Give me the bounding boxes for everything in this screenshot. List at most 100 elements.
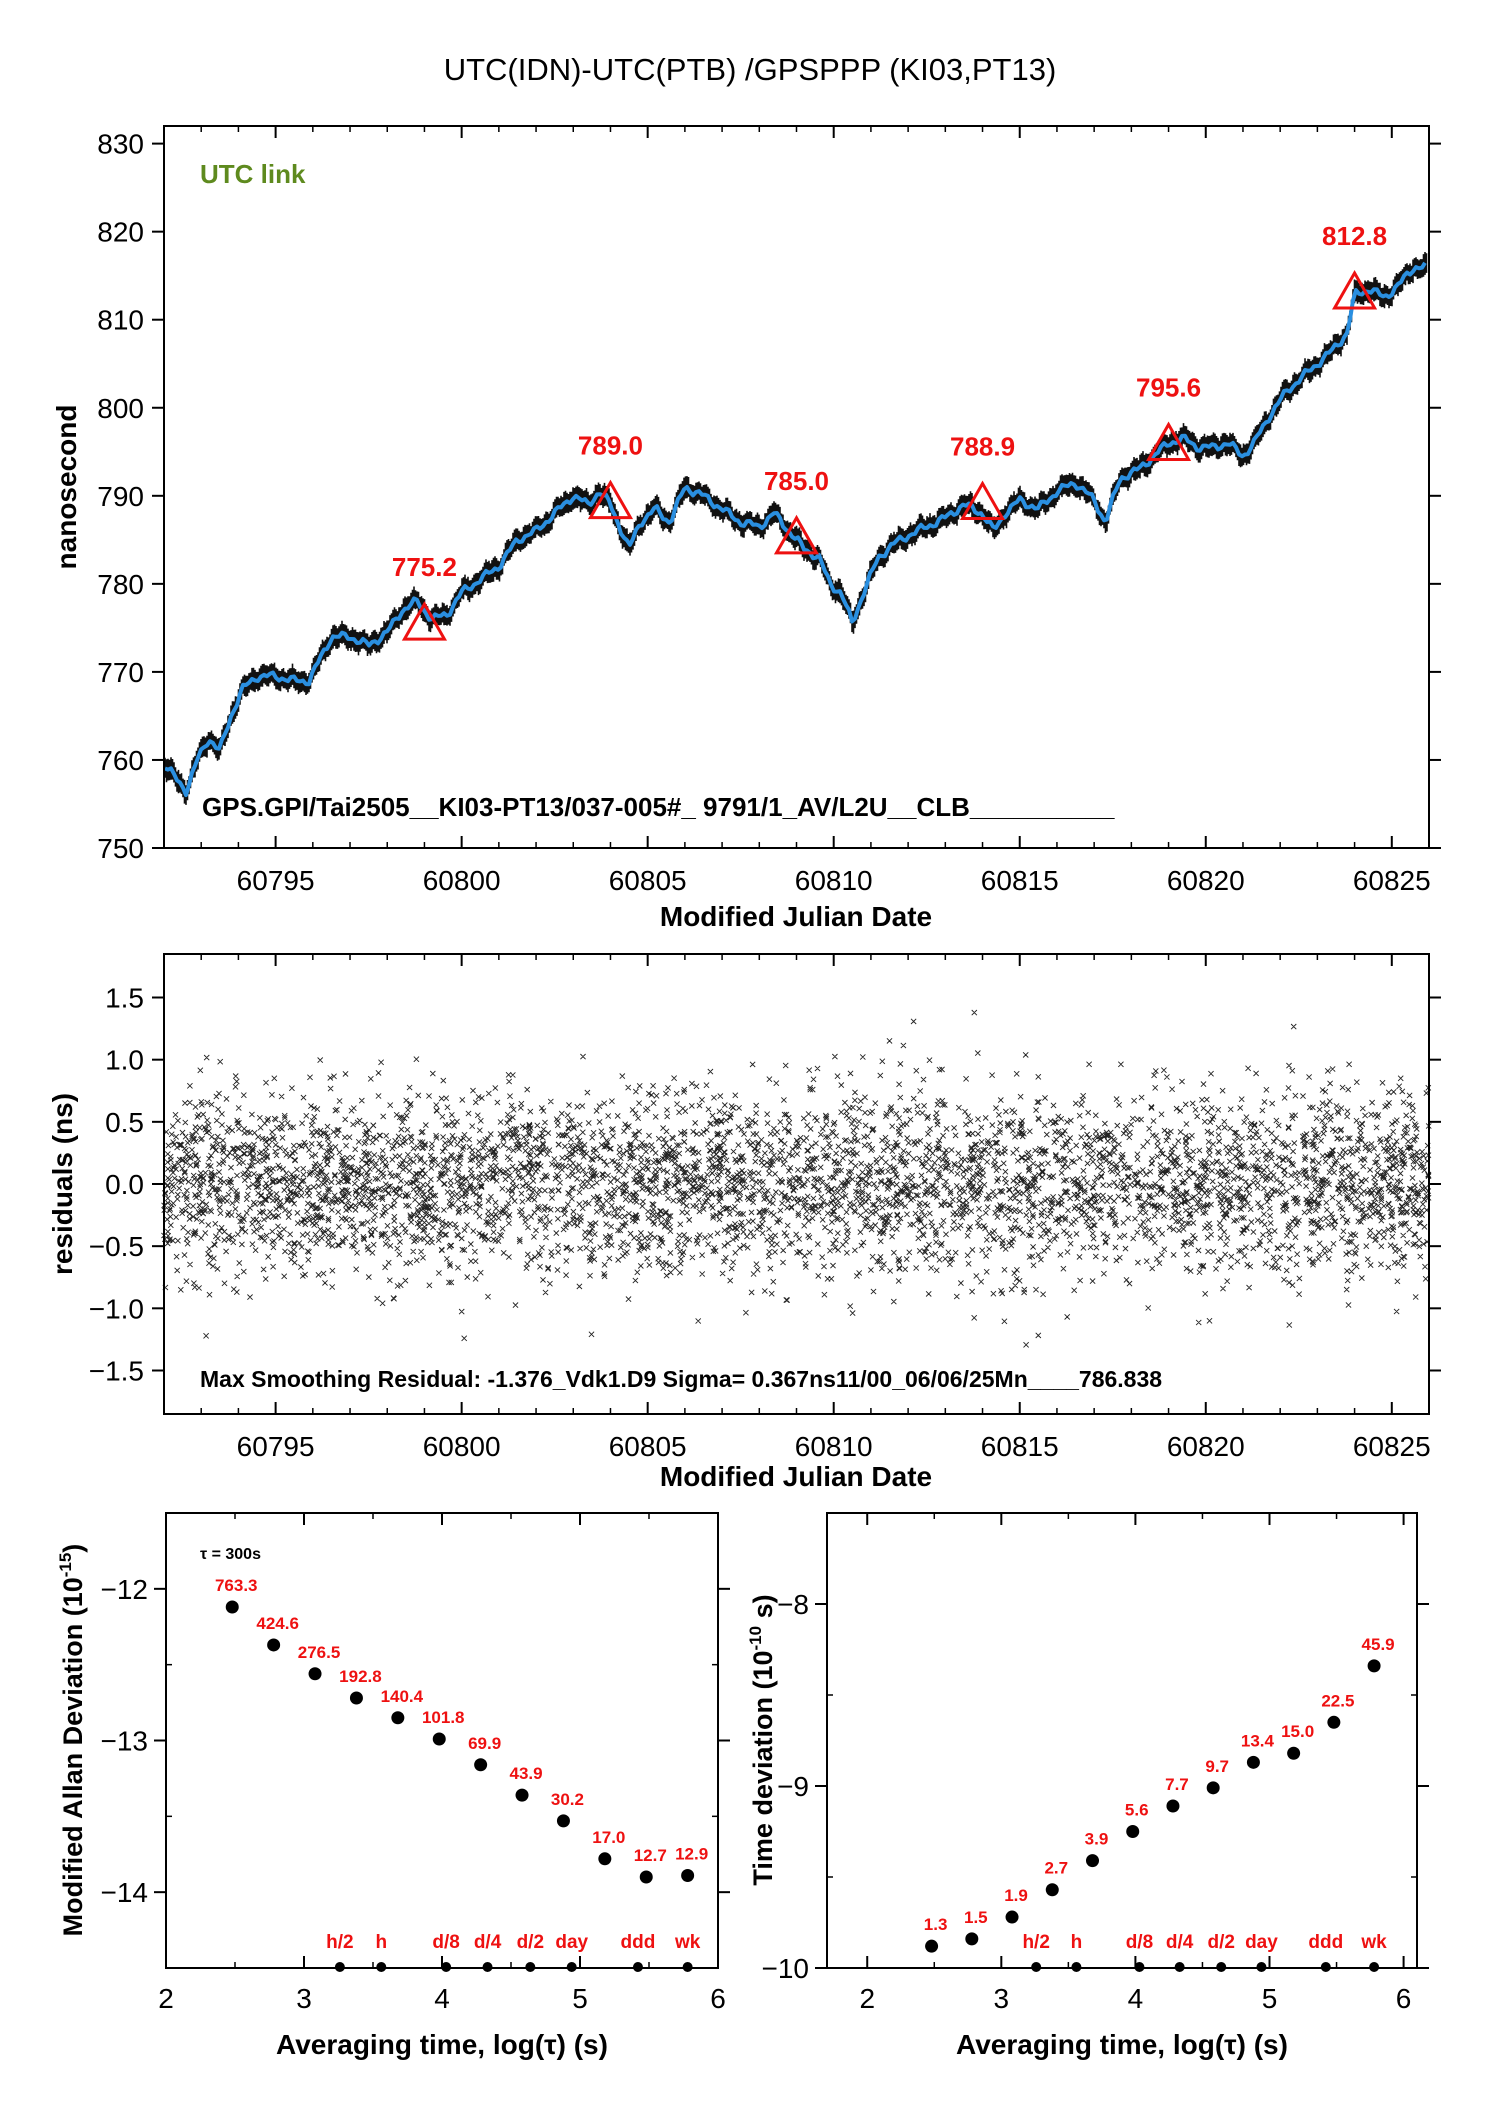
p1-marker-label: 795.6 xyxy=(1136,372,1201,402)
p3-point-label: 69.9 xyxy=(468,1734,501,1753)
p2-residual-points xyxy=(161,1009,1432,1348)
p3-point xyxy=(267,1638,281,1652)
p3-axes: 2 3 4 5 6 −12 −13 −14 xyxy=(101,1512,730,2014)
p1-marker-label: 812.8 xyxy=(1322,221,1387,251)
p3-xtick-label: 4 xyxy=(434,1983,450,2014)
p3-point xyxy=(225,1600,239,1614)
p4-point-label: 7.7 xyxy=(1165,1775,1189,1794)
p4-xtick-label: 6 xyxy=(1396,1983,1412,2014)
p1-xtick-label: 60795 xyxy=(237,865,315,896)
p2-xtick-label: 60810 xyxy=(795,1431,873,1462)
p1-ytick-label: 790 xyxy=(97,481,144,512)
p4-ytick-label: −10 xyxy=(762,1953,810,1984)
p4-point-label: 1.9 xyxy=(1004,1886,1028,1905)
p4-ylabel: Time deviation (10-10 s) xyxy=(746,1594,778,1885)
p1-footer: GPS.GPI/Tai2505__KI03-PT13/037-005#_ 979… xyxy=(202,792,1115,822)
p3-point-label: 12.7 xyxy=(634,1846,667,1865)
p3-span-label: d/4 xyxy=(474,1932,502,1953)
p4-span-label: h xyxy=(1071,1932,1083,1953)
p2-xtick-label: 60795 xyxy=(237,1431,315,1462)
panel-tdev: 1.3 1.5 1.9 2.7 3.9 5.6 7.7 9.7 13.4 15.0 22.5 45.9… xyxy=(746,1512,1429,2060)
p4-point xyxy=(1045,1883,1059,1897)
p3-span-label: d/2 xyxy=(517,1932,544,1953)
p2-xtick-label: 60815 xyxy=(981,1431,1059,1462)
p3-point-label: 424.6 xyxy=(256,1614,299,1633)
p3-ylabel: Modified Allan Deviation (10-15) xyxy=(56,1544,88,1937)
p3-point-label: 276.5 xyxy=(298,1643,341,1662)
p4-point xyxy=(925,1939,939,1953)
p2-ylabel: residuals (ns) xyxy=(47,1093,78,1275)
p4-ytick-label: −8 xyxy=(777,1589,809,1620)
p1-ytick-label: 800 xyxy=(97,393,144,424)
p3-point-label: 43.9 xyxy=(509,1764,542,1783)
p1-ytick-label: 820 xyxy=(97,217,144,248)
p1-ytick-label: 780 xyxy=(97,569,144,600)
p2-ytick-label: −1.0 xyxy=(89,1293,144,1324)
p1-xtick-label: 60820 xyxy=(1167,865,1245,896)
p3-point-label: 101.8 xyxy=(422,1708,465,1727)
p3-point-label: 140.4 xyxy=(381,1687,424,1706)
p2-ytick-label: −1.5 xyxy=(89,1355,144,1386)
p3-span-label: d/8 xyxy=(432,1932,459,1953)
p3-xtick-label: 2 xyxy=(158,1983,174,2014)
p4-point-label: 1.5 xyxy=(964,1908,988,1927)
p2-xtick-label: 60820 xyxy=(1167,1431,1245,1462)
p3-span-label: wk xyxy=(674,1932,701,1953)
p1-ytick-label: 810 xyxy=(97,305,144,336)
p4-data-layer: 1.3 1.5 1.9 2.7 3.9 5.6 7.7 9.7 13.4 15.0 22.5 45.9… xyxy=(924,1635,1395,1972)
p3-span-label: h/2 xyxy=(326,1932,353,1953)
p4-point-label: 22.5 xyxy=(1321,1691,1354,1710)
p2-ytick-label: −0.5 xyxy=(89,1231,144,1262)
p1-marker-triangle xyxy=(1145,421,1192,461)
p4-ylabel-main: Time deviation (10 xyxy=(748,1651,778,1886)
p3-point xyxy=(515,1788,529,1802)
p3-point xyxy=(349,1691,363,1705)
p1-ytick-label: 770 xyxy=(97,657,144,688)
p3-point xyxy=(432,1732,446,1746)
p1-xtick-label: 60805 xyxy=(609,865,687,896)
p4-point xyxy=(1166,1799,1180,1813)
p4-span-label: wk xyxy=(1360,1932,1387,1953)
p4-span-label: h/2 xyxy=(1022,1932,1049,1953)
p1-marker-triangle xyxy=(401,601,448,641)
p1-ytick-label: 750 xyxy=(97,833,144,864)
p4-span-label: d/8 xyxy=(1126,1932,1153,1953)
p3-ytick-label: −13 xyxy=(101,1726,149,1757)
p3-xtick-label: 5 xyxy=(572,1983,588,2014)
p3-xtick-label: 3 xyxy=(296,1983,312,2014)
p4-point-label: 15.0 xyxy=(1281,1722,1314,1741)
p4-point-label: 5.6 xyxy=(1125,1801,1149,1820)
panel-residuals: 60795 60800 60805 60810 60815 60820 60825 1.5 1.… xyxy=(47,953,1441,1492)
p1-marker-triangle xyxy=(959,480,1006,520)
p4-point xyxy=(1327,1715,1341,1729)
p3-point-label: 17.0 xyxy=(592,1828,625,1847)
p4-xtick-label: 4 xyxy=(1128,1983,1144,2014)
p3-xlabel: Averaging time, log(τ) (s) xyxy=(276,2029,608,2060)
p4-frame xyxy=(826,1512,1418,1969)
p4-point-label: 3.9 xyxy=(1085,1830,1109,1849)
p4-point xyxy=(1287,1746,1301,1760)
p1-marker-label: 785.0 xyxy=(764,466,829,496)
p2-data-layer xyxy=(161,1009,1432,1348)
p1-marker-label: 788.9 xyxy=(950,431,1015,461)
p4-point xyxy=(1206,1781,1220,1795)
p1-marker-triangle xyxy=(773,514,820,555)
p1-ytick-label: 830 xyxy=(97,129,144,160)
p4-span-label: ddd xyxy=(1308,1932,1343,1953)
p2-axes: 60795 60800 60805 60810 60815 60820 60825 1.5 1.… xyxy=(89,954,1441,1462)
p3-point-label: 12.9 xyxy=(675,1844,708,1863)
panel-time-series: 775.2 789.0 785.0 788.9 795.6 812.8 60795 6080… xyxy=(51,125,1441,932)
p3-ytick-label: −14 xyxy=(101,1877,149,1908)
p3-point xyxy=(556,1814,570,1828)
p2-footer: Max Smoothing Residual: -1.376_Vdk1.D9 S… xyxy=(200,1366,1162,1392)
p1-xtick-label: 60800 xyxy=(423,865,501,896)
p4-xtick-label: 5 xyxy=(1262,1983,1278,2014)
p4-point xyxy=(1367,1659,1381,1673)
p1-ylabel: nanosecond xyxy=(51,405,82,570)
p4-point xyxy=(1246,1755,1260,1769)
p3-note: τ = 300s xyxy=(200,1546,261,1563)
p4-span-label: d/4 xyxy=(1166,1932,1194,1953)
